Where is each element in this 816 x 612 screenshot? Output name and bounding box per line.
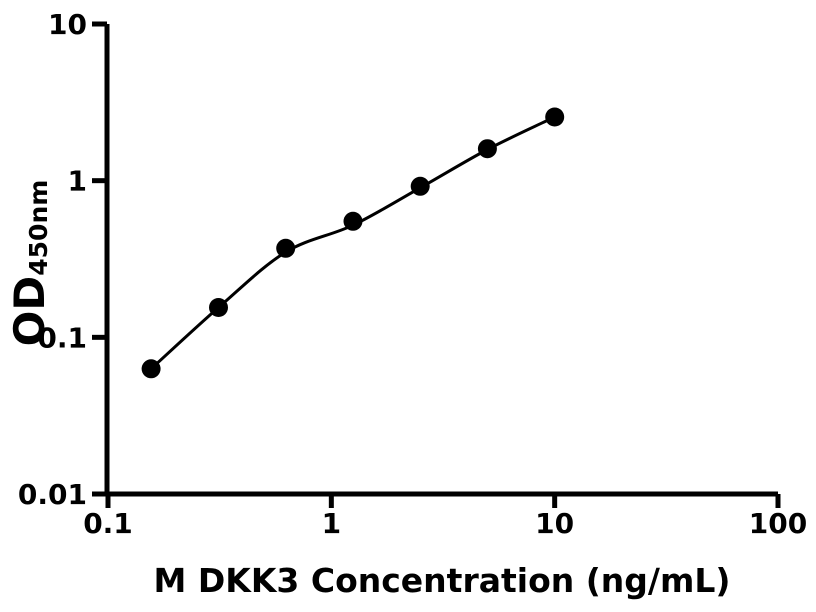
data-point [276,238,296,258]
data-point [141,359,161,379]
y-tick-label: 0.1 [37,321,87,354]
data-point [477,139,497,159]
data-point [343,211,363,231]
x-axis-title: M DKK3 Concentration (ng/mL) [154,561,731,600]
y-tick-label: 1 [68,165,87,198]
x-tick-label: 10 [535,507,574,540]
data-layer [141,107,565,379]
axes-spine [104,24,778,497]
x-tick-label: 1 [322,507,341,540]
y-axis-title: OD450nm [5,180,54,347]
data-point [410,176,430,196]
x-tick-label: 100 [749,507,807,540]
y-tick-label: 10 [48,8,87,41]
y-tick-label: 0.01 [18,478,87,511]
data-point [209,298,228,317]
y-axis-title-subscript: 450nm [24,180,53,276]
data-point [545,107,565,127]
y-axis-title-main: OD [5,276,54,347]
x-tick-label: 0.1 [83,507,133,540]
